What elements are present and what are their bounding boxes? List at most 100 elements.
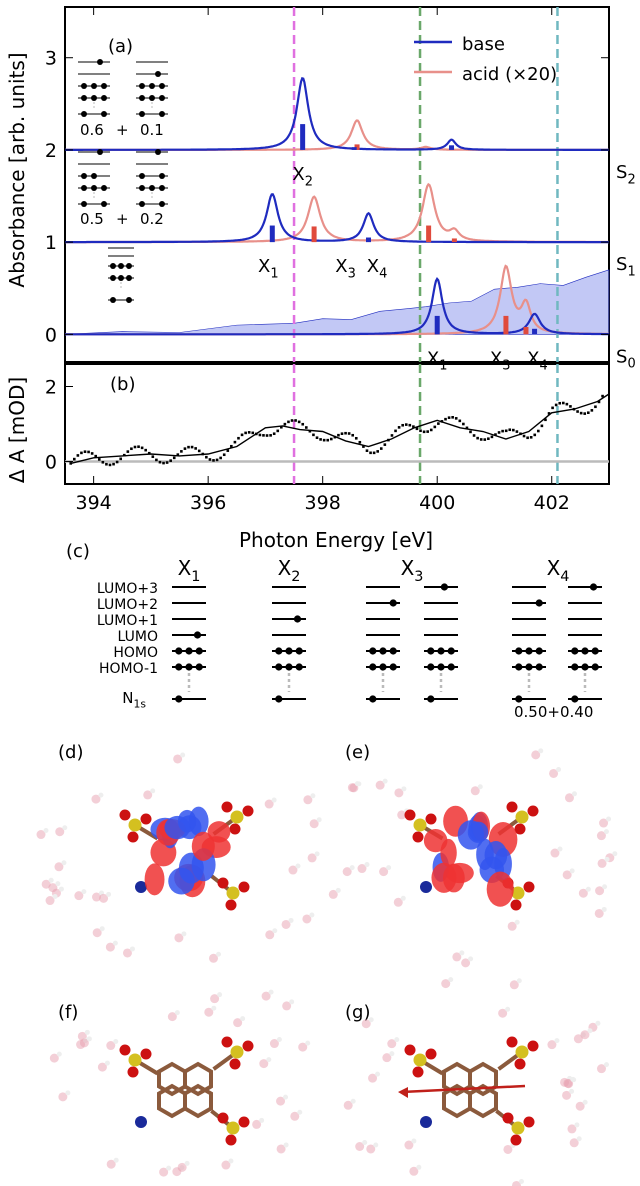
difference-data-point: [97, 458, 101, 461]
water-molecule: [596, 831, 606, 841]
water-molecule: [597, 858, 607, 868]
water-hydrogen: [289, 999, 295, 1005]
water-molecule: [276, 1144, 286, 1154]
oxygen-atom: [425, 1048, 437, 1060]
water-molecule: [92, 928, 102, 938]
water-hydrogen: [362, 1140, 368, 1146]
water-hydrogen: [166, 1165, 172, 1171]
water-molecule: [122, 948, 132, 958]
difference-data-point: [490, 435, 494, 439]
difference-data-point: [333, 435, 337, 439]
water-molecule: [503, 1144, 513, 1154]
difference-data-point: [483, 438, 487, 441]
oxygen-atom: [119, 1044, 131, 1056]
water-molecule: [393, 897, 403, 907]
oxygen-atom: [225, 899, 237, 911]
water-hydrogen: [272, 928, 278, 934]
water-hydrogen: [309, 912, 315, 918]
difference-data-point: [255, 432, 258, 436]
oxygen-atom: [229, 1058, 241, 1070]
difference-data-point: [387, 438, 390, 442]
difference-data-point: [351, 433, 355, 437]
water-hydrogen: [557, 846, 563, 852]
carbon-ring: [468, 1061, 498, 1097]
y-axis-label-delta-a: Δ A [mOD]: [5, 377, 29, 483]
acid-transition-stick: [451, 238, 457, 243]
water-hydrogen: [354, 781, 360, 787]
water-hydrogen: [81, 889, 87, 895]
difference-data-point: [205, 455, 208, 459]
water-hydrogen: [571, 791, 577, 797]
water-hydrogen: [569, 1088, 575, 1094]
water-hydrogen: [259, 1117, 265, 1123]
difference-data-point: [469, 430, 472, 434]
level-label-core: N1s: [122, 689, 146, 711]
difference-data-point: [479, 438, 483, 441]
base-transition-stick: [449, 145, 455, 150]
difference-data-point: [237, 436, 240, 440]
difference-data-point: [440, 420, 444, 423]
water-hydrogen: [314, 851, 320, 857]
inset-s2-left: [78, 59, 110, 117]
difference-data-point: [462, 422, 465, 426]
peak-label-x3: X3: [335, 256, 356, 281]
difference-data-point: [219, 456, 222, 460]
sulfur-atom: [226, 886, 240, 900]
difference-data-point: [294, 419, 297, 422]
oxygen-atom: [221, 801, 233, 813]
difference-data-point: [540, 424, 544, 428]
difference-data-point: [494, 433, 497, 436]
difference-data-point: [201, 452, 205, 456]
water-hydrogen: [276, 1037, 282, 1043]
water-hydrogen: [569, 868, 575, 874]
sulfur-atom: [230, 1045, 244, 1059]
water-molecule: [252, 1119, 262, 1129]
water-hydrogen: [305, 1040, 311, 1046]
water-hydrogen: [538, 748, 544, 754]
negative-density-lobe: [168, 867, 195, 895]
difference-data-point: [390, 434, 394, 437]
water-hydrogen: [350, 1098, 356, 1104]
peak-label-x4: X4: [367, 256, 388, 281]
water-molecule: [562, 1090, 572, 1100]
difference-data-point: [280, 425, 283, 429]
water-hydrogen: [368, 1017, 374, 1023]
panel-a-occupation-insets: 0.6 + 0.1 0.5 + 0.2: [78, 59, 168, 303]
difference-data-point: [515, 430, 519, 433]
peak-label-x1: X1: [258, 256, 279, 281]
water-hydrogen: [98, 792, 104, 798]
water-molecule: [106, 1041, 116, 1051]
oxygen-atom: [238, 881, 250, 893]
water-molecule: [302, 914, 312, 924]
difference-data-point: [383, 443, 387, 446]
difference-data-point: [594, 405, 597, 409]
water-molecule: [461, 958, 471, 968]
water-hydrogen: [43, 828, 49, 834]
sulfur-atom: [511, 1121, 525, 1135]
difference-data-point: [133, 445, 137, 449]
water-hydrogen: [601, 906, 607, 912]
peak-label-x3: X3: [490, 348, 511, 373]
difference-data-point: [554, 403, 558, 407]
difference-data-point: [94, 454, 98, 458]
water-molecule: [282, 1001, 292, 1011]
inset-s1-weight-1: 0.5: [80, 210, 104, 228]
water-molecule: [269, 1039, 279, 1049]
inset-s1-plus: +: [116, 210, 129, 228]
sulfur-atom: [515, 810, 529, 824]
water-hydrogen: [181, 931, 187, 937]
sulfur-atom: [230, 810, 244, 824]
difference-data-point: [265, 434, 269, 437]
legend-acid-label: acid (×20): [462, 64, 557, 85]
y-tick-label: 0: [45, 324, 57, 346]
inset-s2-weight-2: 0.1: [140, 121, 164, 139]
oxygen-atom: [119, 809, 131, 821]
panel-c-weights: 0.50+0.40: [514, 703, 593, 721]
difference-data-point: [562, 401, 565, 405]
water-molecule: [507, 921, 517, 931]
difference-data-point: [222, 453, 226, 457]
difference-data-point: [326, 438, 330, 442]
water-molecule: [309, 819, 319, 829]
water-hydrogen: [373, 1142, 379, 1148]
water-molecule: [173, 754, 183, 764]
